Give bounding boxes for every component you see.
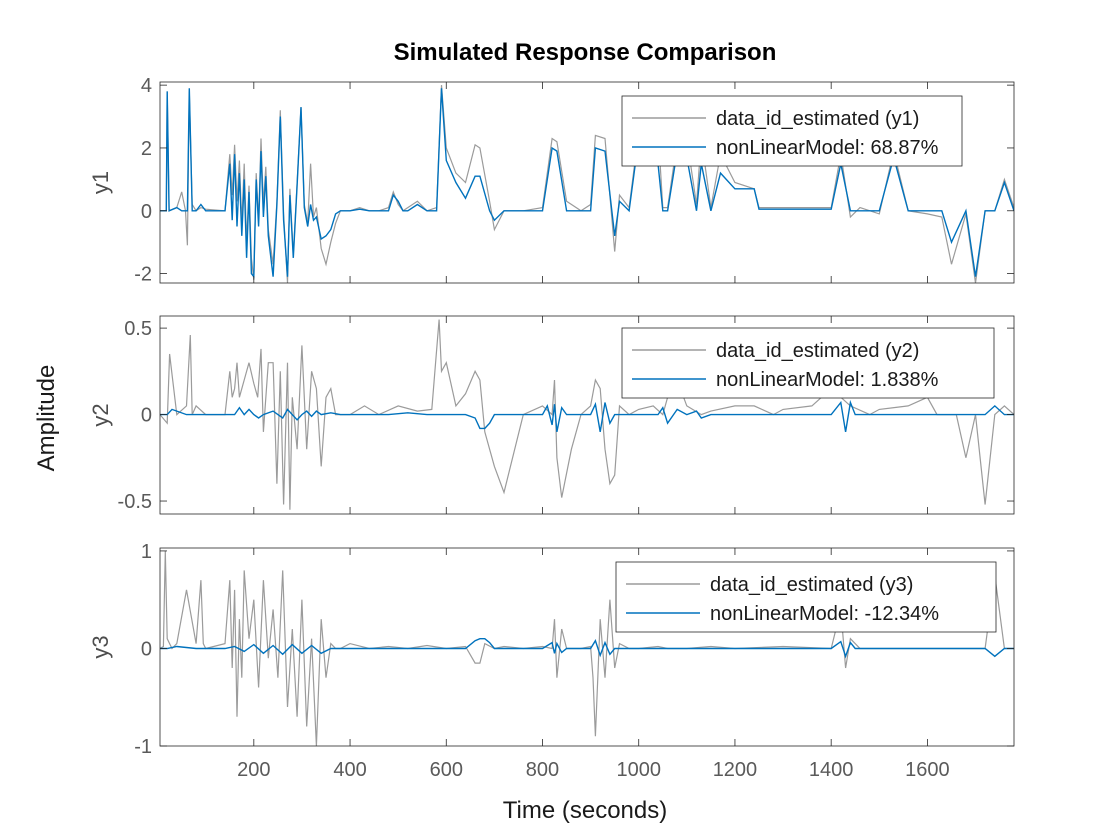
legend-box (615, 561, 997, 633)
legend-entry-model: nonLinearModel: 68.87% (716, 137, 939, 159)
axes-box (159, 547, 1015, 747)
y-tick-label: 1 (141, 541, 152, 563)
legend-entry-data: data_id_estimated (y3) (710, 574, 913, 596)
legend-entry-model: nonLinearModel: -12.34% (710, 603, 939, 625)
x-tick-label: 600 (430, 759, 463, 781)
x-tick-label: 1600 (905, 759, 950, 781)
y-tick-label: -1 (134, 736, 152, 758)
chart-title: Simulated Response Comparison (394, 39, 777, 66)
legend-entry-data: data_id_estimated (y2) (716, 340, 919, 362)
series-data-line (160, 319, 1014, 510)
panel-ylabel: y2 (88, 403, 113, 426)
y-tick-label: 0 (141, 201, 152, 223)
y-tick-label: 2 (141, 138, 152, 160)
axes-box (159, 81, 1015, 284)
series-model-line (160, 399, 1014, 433)
legend-entry-data: data_id_estimated (y1) (716, 108, 919, 130)
series-model-line (160, 88, 1014, 279)
x-tick-label: 400 (333, 759, 366, 781)
legend-box (621, 95, 963, 167)
panel-ylabel: y3 (88, 635, 113, 658)
y-tick-label: 0 (141, 638, 152, 660)
y-axis-label: Amplitude (33, 365, 60, 472)
legend: data_id_estimated (y3) nonLinearModel: -1… (615, 561, 997, 633)
y-tick-label: 4 (141, 75, 152, 97)
y-tick-label: 0 (141, 405, 152, 427)
x-tick-label: 800 (526, 759, 559, 781)
x-tick-label: 1400 (809, 759, 854, 781)
legend-entry-model: nonLinearModel: 1.838% (716, 369, 939, 391)
legend: data_id_estimated (y2) nonLinearModel: 1.… (621, 327, 995, 399)
subplot-2: 0.5 0 -0.5 y2 data_id_estimated (y2) nonLinea… (88, 315, 1015, 515)
axes-box (159, 315, 1015, 515)
legend: data_id_estimated (y1) nonLinearModel: 68… (621, 95, 963, 167)
legend-box (621, 327, 995, 399)
y-tick-label: -0.5 (118, 491, 152, 513)
x-axis-label: Time (seconds) (503, 797, 667, 824)
panel-ylabel: y1 (88, 171, 113, 194)
x-tick-label: 200 (237, 759, 270, 781)
x-tick-label: 1000 (616, 759, 661, 781)
subplots: 4 2 0 -2 y1 data_id_estimated (y1) nonLinearMo… (88, 75, 1015, 781)
series-data-line (160, 550, 1014, 746)
y-tick-label: -2 (134, 264, 152, 286)
subplot-1: 4 2 0 -2 y1 data_id_estimated (y1) nonLinearMo… (88, 75, 1015, 286)
y-tick-label: 0.5 (124, 318, 152, 340)
series-model-line (160, 638, 1014, 659)
x-tick-label: 1200 (713, 759, 758, 781)
subplot-3: 1 0 -1 y3 data_id_estimated (y3) nonLinearMod… (88, 541, 1015, 758)
